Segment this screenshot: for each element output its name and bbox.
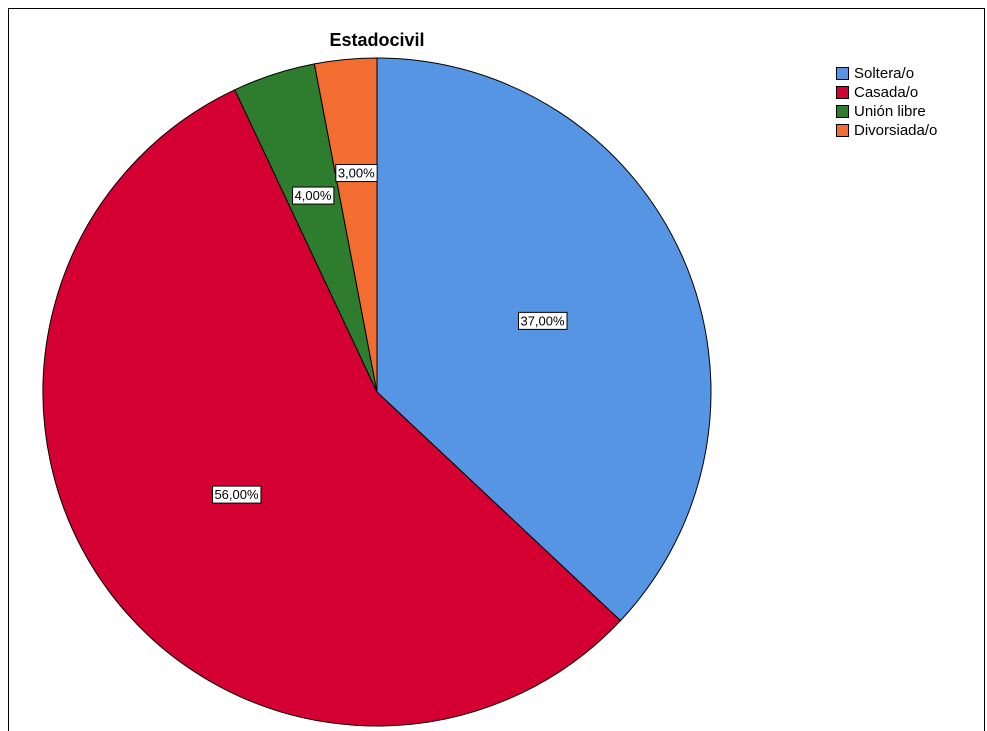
pie-slices [42,57,712,727]
pie-data-labels: 37,00% 56,00% 4,00% 3,00% [211,164,568,504]
slice-data-label-1: 37,00% [517,311,568,330]
slice-label-box [292,186,335,205]
chart-border [8,8,985,731]
legend-label: Soltera/o [854,65,915,82]
legend-item-divorsiada: Divorsiada/o [836,121,937,140]
legend-swatch [836,86,849,99]
slice-data-label-2: 56,00% [211,485,262,504]
pie-slice-2 [42,89,622,727]
slice-data-label-3: 4,00% [292,186,335,205]
legend-label: Unión libre [854,103,926,120]
legend-swatch [836,124,849,137]
legend-swatch [836,105,849,118]
pie-slice-1 [376,57,712,622]
legend-item-union-libre: Unión libre [836,102,937,121]
slice-data-label-4: 3,00% [335,164,378,183]
slice-label-text: 37,00% [520,313,565,328]
chart-title: Estadocivil [329,30,425,50]
slice-label-box [335,164,378,183]
slice-label-box [517,311,568,330]
legend-label: Divorsiada/o [854,122,938,139]
pie-slice-4 [313,57,378,393]
legend-label: Casada/o [854,84,919,101]
slice-label-text: 56,00% [214,487,259,502]
slice-label-text: 4,00% [295,188,332,203]
slice-label-text: 3,00% [338,166,375,181]
legend-item-soltera: Soltera/o [836,64,937,83]
legend: Soltera/o Casada/o Unión libre Divorsiad… [836,64,937,140]
slice-label-box [211,485,262,504]
legend-item-casada: Casada/o [836,83,937,102]
legend-swatch [836,67,849,80]
